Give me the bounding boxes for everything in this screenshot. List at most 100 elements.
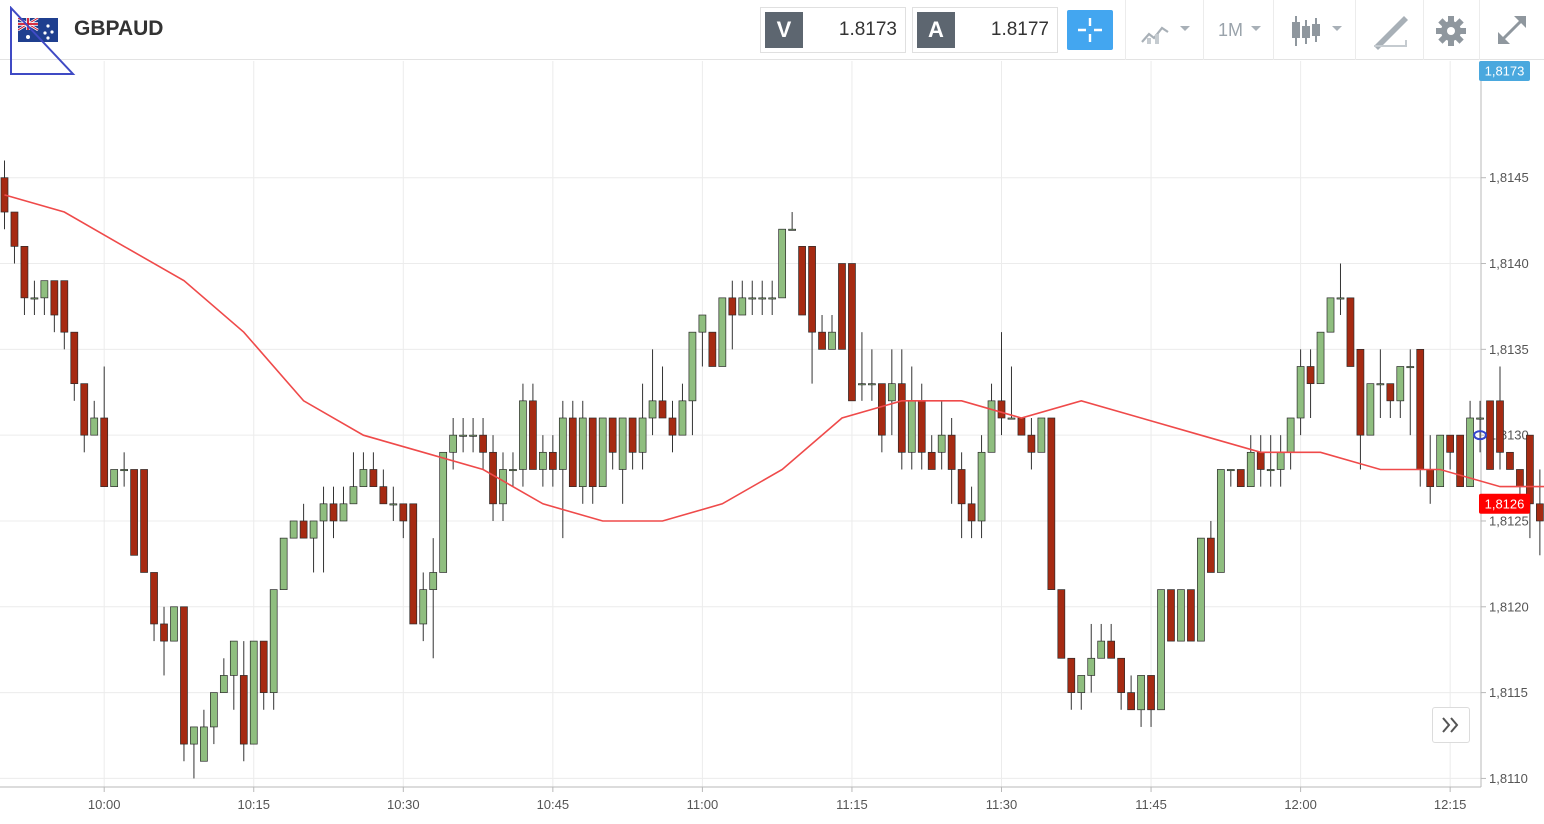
candle-body-up [279, 537, 288, 590]
candle-body-down [997, 400, 1006, 419]
candle [1017, 417, 1026, 436]
candle-body-down [140, 469, 148, 573]
candle [190, 726, 198, 779]
candle-body-down [1256, 451, 1265, 470]
candle [299, 503, 308, 539]
candle-body-up [558, 417, 567, 470]
price-label-text: 1,8173 [1485, 64, 1525, 79]
candle [1406, 349, 1415, 436]
candle [180, 606, 188, 762]
candle [1306, 349, 1315, 418]
candle [808, 246, 816, 384]
crosshair-button[interactable] [1067, 10, 1113, 50]
candle-body-down [1386, 383, 1395, 402]
candle-body-up [90, 417, 99, 436]
crosshair-icon [1078, 18, 1102, 42]
candle [738, 280, 747, 316]
candle [1316, 331, 1325, 385]
candle [319, 486, 328, 573]
price-label-bg [1479, 493, 1530, 514]
candle [1446, 434, 1455, 470]
moving-average-line [4, 194, 1544, 522]
fullscreen-button[interactable] [1479, 0, 1544, 60]
candle [409, 503, 418, 625]
candle-body-up [249, 640, 258, 745]
candle-body-up [1326, 297, 1335, 333]
candle-body-up [1097, 640, 1106, 659]
candle [1336, 263, 1345, 316]
candle-body-up [868, 383, 876, 386]
candle-body-up [1177, 589, 1185, 642]
candle-body-up [359, 469, 368, 487]
candle [588, 417, 597, 504]
candle [80, 383, 89, 453]
candle [130, 469, 138, 556]
candlestick-button[interactable] [1273, 0, 1355, 60]
candle-body-up [618, 417, 627, 470]
candle-body-up [1077, 675, 1086, 693]
candle-body-up [1266, 469, 1275, 472]
candle [359, 452, 368, 487]
candle [1197, 537, 1205, 642]
candle [219, 658, 228, 693]
grid-lines [0, 61, 1481, 787]
symbol-title: GBPAUD [74, 17, 164, 40]
candle [200, 709, 208, 762]
candle [628, 417, 637, 470]
candle [598, 417, 607, 487]
candle-body-down [1236, 469, 1245, 487]
candle-body-down [160, 623, 168, 642]
candle [668, 400, 677, 453]
double-chevron-right-icon [1442, 717, 1459, 733]
candle [1187, 589, 1195, 642]
candle-body-up [229, 640, 238, 676]
settings-button[interactable] [1423, 0, 1479, 60]
candle [1047, 417, 1056, 590]
candle-body-down [1446, 434, 1455, 453]
gear-icon [1436, 16, 1466, 46]
bid-quote-button[interactable]: V 1.8173 [760, 7, 906, 53]
candle-body-down [1306, 366, 1315, 385]
ask-quote-button[interactable]: A 1.8177 [912, 7, 1058, 53]
timeframe-dropdown[interactable]: 1M [1203, 0, 1273, 60]
candle-body-down [50, 280, 59, 316]
candle-body-down [1047, 417, 1056, 590]
candle [249, 640, 258, 745]
candle-body-down [1147, 675, 1155, 711]
candle-body-down [150, 572, 158, 625]
candle-body-up [1436, 434, 1445, 487]
candle [349, 452, 358, 505]
scroll-right-button[interactable] [1432, 707, 1470, 743]
candle-body-up [170, 606, 178, 642]
candle [878, 383, 886, 453]
candle [509, 452, 517, 487]
candle-body-down [100, 417, 109, 487]
candle-body-up [190, 726, 198, 745]
candle [1346, 297, 1355, 367]
candle-body-down [957, 469, 966, 505]
candle [758, 280, 767, 316]
candle-body-down [1456, 434, 1464, 487]
candle-body-up [598, 417, 607, 487]
candle [1286, 417, 1295, 470]
candle-body-down [259, 640, 268, 693]
candle [1167, 589, 1175, 642]
drawn-triangle-annotation[interactable] [8, 6, 78, 78]
candle [778, 228, 787, 299]
candle [489, 435, 497, 521]
candle [578, 400, 587, 504]
candle-body-up [449, 434, 457, 453]
markers[interactable] [1473, 430, 1544, 620]
candle-body-down [728, 297, 737, 316]
candle [110, 469, 119, 487]
drawing-tools-button[interactable] [1355, 0, 1423, 60]
candle-body-up [389, 503, 398, 506]
candle [40, 280, 49, 316]
chart-type-button[interactable] [1125, 0, 1203, 60]
candle-body-up [1087, 657, 1096, 676]
candle-body-down [399, 503, 408, 522]
candlestick-chart[interactable]: 10:00 10:15 10:30 10:45 11:00 11:15 11:30 11:45… [0, 61, 1544, 824]
candle-body-down [479, 434, 487, 453]
candle-body-down [379, 486, 388, 505]
candle-body-down [1526, 434, 1534, 505]
